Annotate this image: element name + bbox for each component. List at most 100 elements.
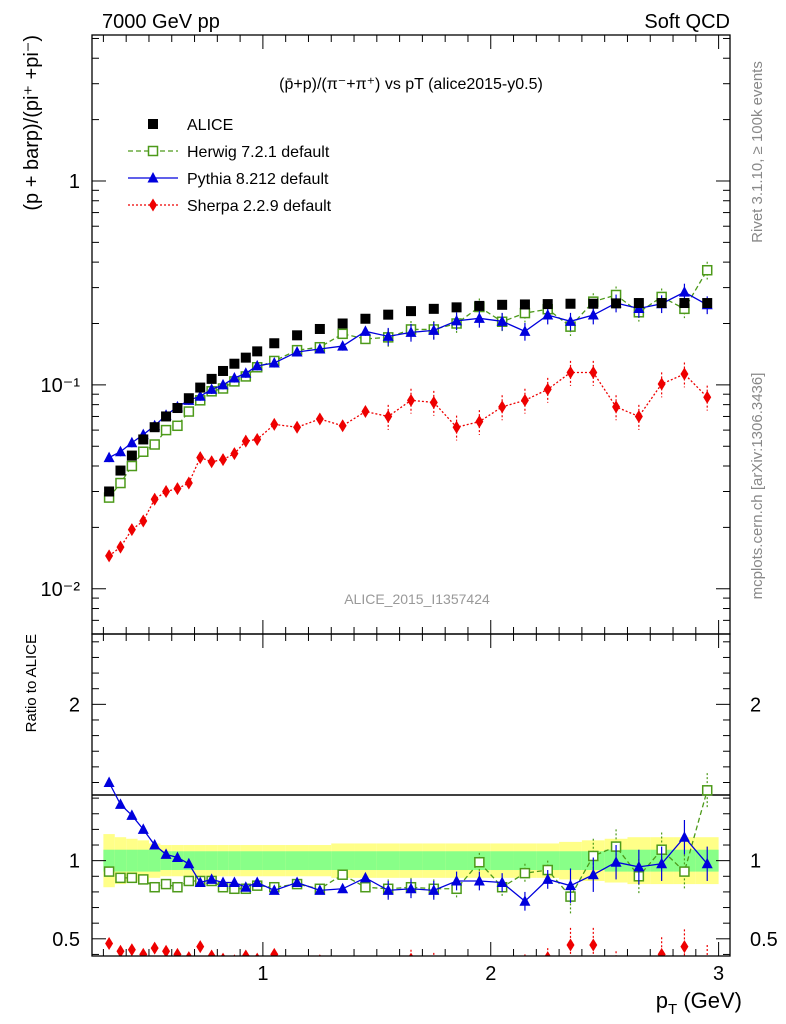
watermark: ALICE_2015_I1357424: [344, 591, 490, 607]
band-inner: [513, 851, 537, 871]
sherpa-ratio-point: [384, 960, 392, 973]
pythia-ratio-point: [183, 857, 195, 869]
herwig-point: [183, 406, 195, 417]
header-right: Soft QCD: [644, 11, 730, 33]
sherpa-ratio-point: [680, 940, 689, 954]
pythia-point: [678, 286, 690, 297]
alice-point: [565, 298, 576, 309]
pythia-ratio-point: [126, 809, 138, 820]
pythia-ratio-point: [240, 881, 252, 892]
sherpa-point: [127, 523, 136, 537]
sherpa-ratio-point: [296, 955, 298, 956]
sherpa-ratio-point: [657, 947, 666, 956]
alice-point: [172, 403, 183, 414]
pythia-point: [217, 378, 229, 390]
band-inner: [217, 851, 229, 871]
band-inner: [285, 851, 309, 871]
sherpa-point: [162, 484, 171, 498]
pythia-ratio-point: [610, 856, 622, 867]
band-inner: [251, 851, 263, 871]
herwig-ratio-point: [138, 874, 149, 885]
sherpa-ratio-point: [365, 955, 366, 956]
herwig-ratio-point: [183, 875, 195, 887]
band-inner: [559, 851, 582, 871]
sherpa-point: [703, 390, 712, 404]
alice-point: [149, 422, 160, 433]
mcplots-label: mcplots.cern.ch [arXiv:1306.3436]: [749, 373, 766, 600]
pythia-ratio-point: [565, 879, 576, 891]
pythia-point: [542, 309, 554, 320]
sherpa-point: [338, 419, 347, 433]
band-inner: [160, 851, 172, 871]
pythia-ratio-point: [194, 876, 206, 888]
sherpa-point: [293, 420, 302, 434]
alice-point: [519, 299, 530, 310]
band-inner: [126, 849, 138, 872]
alice-point: [406, 306, 416, 317]
herwig-ratio-point: [474, 856, 485, 868]
x-tick-label: 1: [257, 963, 268, 985]
ratio-frame: [91, 633, 731, 957]
alice-point: [497, 299, 508, 310]
band-inner: [445, 851, 468, 871]
band-inner: [194, 851, 206, 871]
pythia-ratio-point: [228, 876, 240, 888]
main-ylabel: (p + barp)/(pi⁺ +pi⁻): [21, 35, 43, 211]
pythia-point: [473, 312, 485, 323]
alice-point: [633, 298, 644, 309]
alice-point: [252, 346, 263, 357]
sherpa-point: [384, 409, 393, 423]
herwig-point: [519, 307, 531, 319]
pythia-ratio-point: [103, 776, 115, 787]
alice-point: [115, 465, 126, 476]
sherpa-point: [139, 514, 148, 528]
pythia-point: [126, 436, 138, 448]
pythia-point: [587, 309, 599, 320]
ratio-y-tick-label-right: 2: [750, 694, 761, 716]
herwig-ratio-point: [701, 785, 713, 796]
sherpa-point: [634, 409, 643, 423]
alice-point: [183, 393, 194, 404]
pythia-point: [251, 359, 263, 371]
header-left: 7000 GeV pp: [102, 11, 220, 33]
pythia-ratio-point: [701, 857, 713, 869]
alice-point: [126, 450, 137, 461]
band-inner: [331, 851, 355, 871]
band-inner: [137, 849, 149, 872]
pythia-ratio-point: [496, 876, 508, 888]
herwig-point: [160, 424, 172, 436]
band-inner: [103, 849, 115, 872]
pythia-ratio-point: [337, 882, 349, 894]
herwig-ratio-point: [337, 869, 348, 880]
pythia-ratio-point: [451, 874, 463, 886]
sherpa-ratio-point: [453, 970, 461, 983]
pythia-point: [451, 314, 463, 326]
sherpa-ratio-point: [339, 960, 347, 973]
sherpa-point: [612, 400, 621, 414]
sherpa-point: [657, 377, 666, 391]
y-tick-label: 10⁻¹: [41, 375, 81, 397]
herwig-point: [126, 460, 138, 472]
sherpa-point: [429, 395, 438, 409]
sherpa-ratio-point: [255, 952, 260, 956]
sherpa-point: [173, 482, 182, 496]
legend-alice-label: ALICE: [187, 117, 233, 134]
sherpa-ratio-point: [139, 947, 148, 956]
herwig-point: [172, 420, 183, 432]
sherpa-point: [520, 393, 529, 407]
herwig-point: [149, 439, 160, 450]
pythia-point: [496, 315, 508, 326]
sherpa-line: [108, 371, 708, 557]
sherpa-ratio-point: [105, 936, 114, 950]
band-inner: [240, 851, 252, 871]
alice-point: [206, 373, 217, 384]
sherpa-ratio-point: [707, 955, 708, 956]
ratio-ylabel: Ratio to ALICE: [23, 634, 40, 732]
band-inner: [262, 851, 286, 871]
pythia-ratio-point: [519, 895, 531, 906]
herwig-point: [701, 264, 713, 276]
alice-point: [138, 434, 149, 445]
sherpa-ratio-point: [270, 947, 279, 956]
pythia-ratio-point: [206, 873, 218, 884]
herwig-ratio-line: [108, 790, 708, 898]
